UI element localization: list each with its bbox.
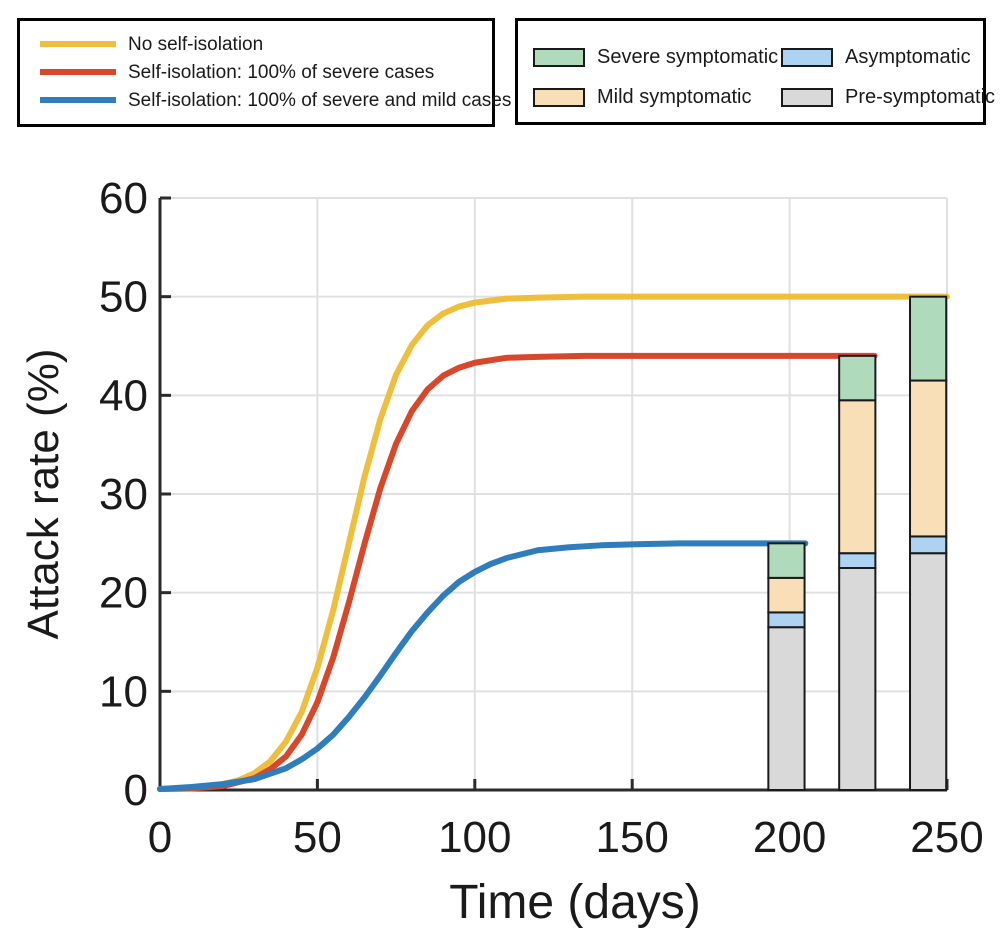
y-tick-label: 30 <box>99 470 148 519</box>
bar-199-segment-mild-symptomatic <box>767 576 806 614</box>
curve-self-isolation-100-of-severe-and-mild-cases <box>157 540 809 793</box>
y-tick-label: 60 <box>99 174 148 223</box>
bar-244-segment-asymptomatic <box>909 535 948 555</box>
curve-self-isolation-100-of-severe-cases <box>157 352 878 793</box>
y-axis-label: Attack rate (%) <box>19 349 68 640</box>
legend-label: Asymptomatic <box>845 46 971 68</box>
legend-item-severe-symptomatic: Severe symptomatic <box>533 45 778 69</box>
curve-no-self-isolation <box>157 293 950 793</box>
legend-label: Mild symptomatic <box>597 86 752 108</box>
legend-item-asymptomatic: Asymptomatic <box>781 45 971 69</box>
y-tick-label: 0 <box>124 766 148 815</box>
legend-compartments: Severe symptomatic Asymptomatic Mild sym… <box>515 18 995 125</box>
x-tick-label: 250 <box>910 813 983 862</box>
legend-item-mild-symptomatic: Mild symptomatic <box>533 85 751 109</box>
legend-item-no-self-isolation: No self-isolation <box>40 32 263 56</box>
legend-label: Self-isolation: 100% of severe and mild … <box>128 89 512 111</box>
y-tick-label: 20 <box>99 569 148 618</box>
legend-label: Pre-symptomatic <box>845 86 996 108</box>
x-tick-label: 150 <box>595 813 668 862</box>
x-tick-label: 50 <box>293 813 342 862</box>
bar-199-segment-asymptomatic <box>767 611 806 629</box>
bar-221.5-segment-severe-symptomatic <box>838 354 877 402</box>
x-tick-label: 200 <box>753 813 826 862</box>
bar-244-segment-pre-symptomatic <box>909 552 948 792</box>
x-tick-label: 0 <box>148 813 172 862</box>
bar-199-segment-pre-symptomatic <box>767 626 806 792</box>
blue-box-swatch <box>781 47 833 67</box>
y-tick-label: 10 <box>99 667 148 716</box>
x-axis-label: Time (days) <box>449 876 701 929</box>
legend-item-isolation-severe-mild: Self-isolation: 100% of severe and mild … <box>40 88 511 112</box>
legend-label: Severe symptomatic <box>597 46 779 68</box>
legend-label: Self-isolation: 100% of severe cases <box>128 61 435 83</box>
bar-221.5-segment-pre-symptomatic <box>838 567 877 791</box>
blue-line-swatch <box>40 97 116 103</box>
peach-box-swatch <box>533 87 585 107</box>
y-tick-label: 50 <box>99 273 148 322</box>
green-box-swatch <box>533 47 585 67</box>
legend-label: No self-isolation <box>128 33 264 55</box>
bar-221.5-segment-asymptomatic <box>838 552 877 570</box>
gray-box-swatch <box>781 87 833 107</box>
y-tick-label: 40 <box>99 371 148 420</box>
bar-221.5-segment-mild-symptomatic <box>838 399 877 555</box>
bar-244-segment-mild-symptomatic <box>909 379 948 538</box>
legend-item-isolation-severe: Self-isolation: 100% of severe cases <box>40 60 434 84</box>
bar-199-segment-severe-symptomatic <box>767 542 806 579</box>
yellow-line-swatch <box>40 41 116 47</box>
legend-item-pre-symptomatic: Pre-symptomatic <box>781 85 995 109</box>
x-tick-label: 100 <box>438 813 511 862</box>
legend-scenarios: No self-isolation Self-isolation: 100% o… <box>17 18 511 127</box>
red-line-swatch <box>40 69 116 75</box>
bar-244-segment-severe-symptomatic <box>909 295 948 382</box>
